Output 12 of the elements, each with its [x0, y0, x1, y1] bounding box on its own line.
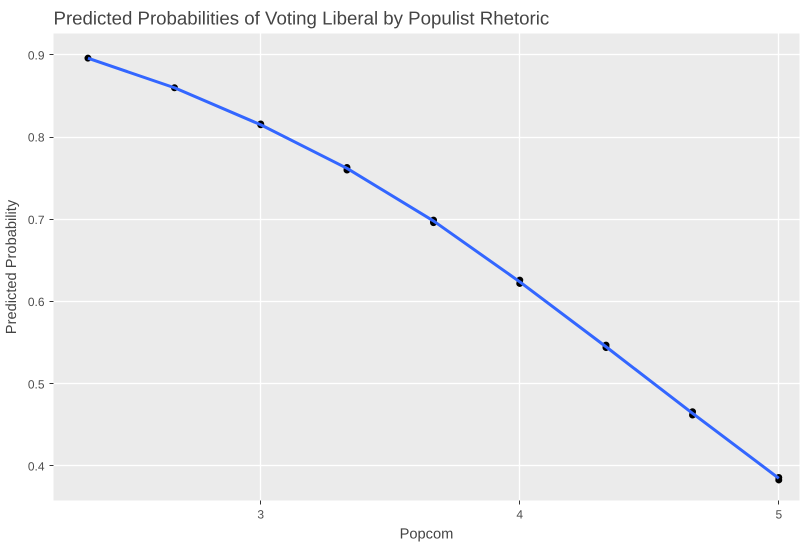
y-tick-label: 0.9: [28, 48, 45, 62]
y-tick-label: 0.6: [28, 295, 45, 310]
y-tick-label: 0.8: [28, 130, 45, 145]
x-axis-title: Popcom: [400, 526, 454, 542]
x-tick-label: 3: [257, 508, 264, 522]
y-tick-label: 0.7: [28, 212, 45, 227]
y-tick-label: 0.4: [28, 459, 45, 474]
y-axis-title: Predicted Probability: [4, 199, 20, 334]
y-tick-label: 0.5: [28, 377, 45, 392]
x-tick-label: 5: [775, 508, 782, 522]
x-tick-label: 4: [516, 508, 524, 522]
chart-title: Predicted Probabilities of Voting Liberal by Populist Rhetoric: [54, 8, 550, 28]
